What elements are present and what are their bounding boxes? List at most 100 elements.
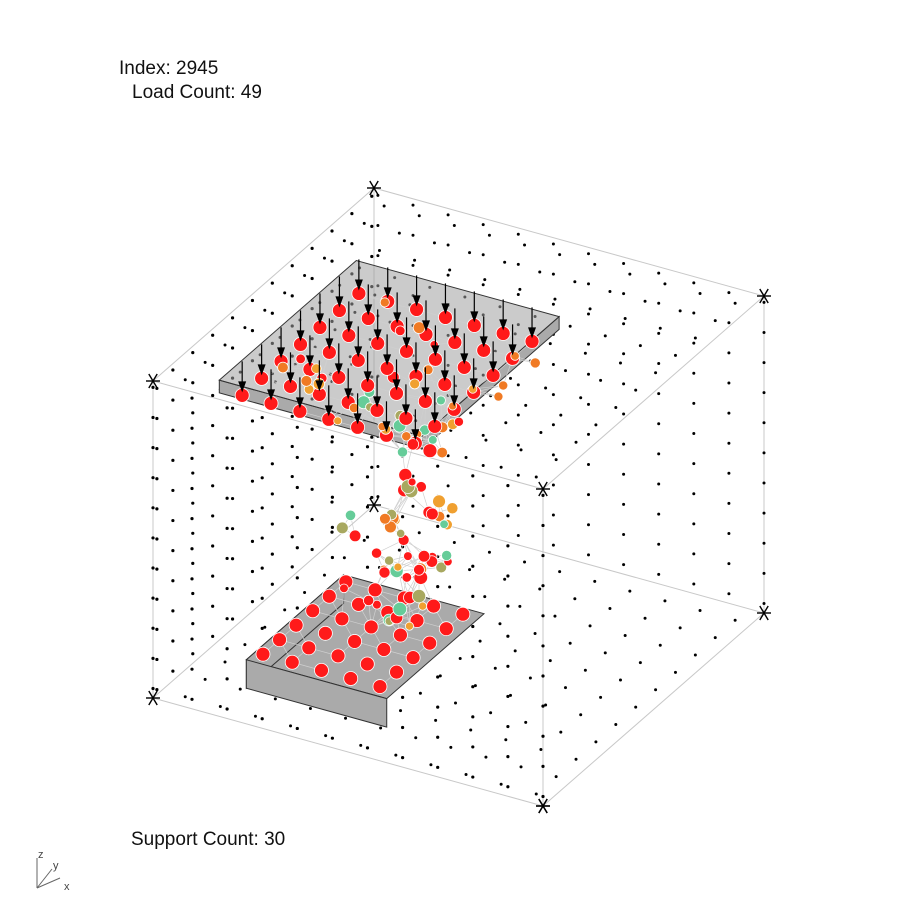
grid-point <box>481 524 485 528</box>
grid-point <box>225 466 229 470</box>
truss-node <box>272 632 287 648</box>
bounding-box-edge <box>373 187 765 297</box>
grid-point <box>295 576 299 580</box>
down-arrow-icon <box>324 405 333 417</box>
index-label: Index: 2945 <box>119 58 219 79</box>
grid-point <box>481 494 485 498</box>
truss-node <box>378 566 391 579</box>
truss-node <box>379 297 390 308</box>
grid-point <box>230 617 235 621</box>
grid-point <box>551 513 555 517</box>
grid-point <box>484 438 488 442</box>
grid-point <box>471 654 475 659</box>
grid-point <box>436 765 440 769</box>
grid-point <box>370 435 374 439</box>
grid-point <box>481 403 485 407</box>
grid-point <box>260 566 264 570</box>
truss-node <box>376 642 392 657</box>
down-arrow-icon <box>286 372 295 384</box>
grid-point <box>506 634 510 638</box>
grid-point <box>230 406 235 410</box>
truss-node <box>439 519 449 529</box>
grid-point <box>376 224 380 228</box>
grid-point <box>698 292 702 296</box>
grid-point <box>151 506 155 510</box>
grid-point <box>382 204 386 208</box>
down-arrow-icon <box>373 396 382 408</box>
grid-point <box>155 507 159 511</box>
truss-node <box>393 627 408 643</box>
grid-point <box>541 704 545 708</box>
down-arrow-icon <box>412 295 421 307</box>
bounding-box-edge <box>542 612 765 807</box>
grid-point <box>593 262 597 266</box>
grid-point <box>498 622 502 626</box>
truss-node <box>432 494 446 509</box>
grid-point <box>151 476 155 480</box>
grid-point <box>468 568 472 572</box>
down-arrow-icon <box>430 412 439 424</box>
grid-point <box>446 243 450 247</box>
truss-node <box>384 555 395 566</box>
grid-point <box>506 514 510 518</box>
truss-node <box>288 617 304 633</box>
grid-point <box>376 495 380 499</box>
grid-point <box>534 475 538 479</box>
grid-point <box>678 626 682 630</box>
grid-point <box>191 622 195 626</box>
grid-point <box>471 594 475 598</box>
grid-point <box>295 516 299 520</box>
grid-point <box>657 422 661 426</box>
grid-point <box>155 416 159 421</box>
grid-point <box>554 775 558 779</box>
grid-point <box>551 272 555 276</box>
grid-point <box>553 614 557 618</box>
grid-point <box>524 403 528 407</box>
down-arrow-icon <box>315 313 324 325</box>
axis-x-label: x <box>64 881 70 893</box>
down-arrow-icon <box>479 336 488 348</box>
grid-point <box>411 504 415 508</box>
down-arrow-icon <box>335 296 344 308</box>
grid-point <box>155 477 159 481</box>
grid-point <box>350 483 354 487</box>
grid-point <box>218 704 222 708</box>
grid-point <box>727 351 731 355</box>
grid-point <box>250 298 255 303</box>
grid-point <box>436 675 440 679</box>
grid-point <box>523 243 527 247</box>
grid-point <box>211 423 215 428</box>
down-arrow-icon <box>450 395 459 407</box>
grid-point <box>487 233 491 237</box>
grid-point <box>225 406 229 410</box>
grid-point <box>270 462 274 466</box>
down-arrow-icon <box>334 363 343 375</box>
grid-point <box>362 221 366 225</box>
grid-point <box>225 677 229 681</box>
bounding-box <box>152 187 765 807</box>
grid-point <box>516 473 520 477</box>
grid-point <box>330 259 334 263</box>
grid-point <box>499 782 503 786</box>
grid-point <box>762 601 766 605</box>
grid-point <box>516 232 520 236</box>
down-arrow-icon <box>460 353 469 365</box>
down-arrow-icon <box>354 346 363 358</box>
grid-point <box>190 486 194 491</box>
grid-point <box>290 294 294 298</box>
grid-point <box>365 475 370 479</box>
grid-point <box>471 534 475 538</box>
truss-node <box>321 588 337 604</box>
grid-point <box>509 376 512 380</box>
truss-node <box>448 401 458 411</box>
grid-point <box>513 649 517 653</box>
grid-point <box>471 745 475 749</box>
grid-point <box>471 474 475 478</box>
grid-point <box>238 687 242 691</box>
grid-point <box>295 726 299 731</box>
grid-point <box>516 443 520 447</box>
grid-point <box>330 229 334 233</box>
grid-point <box>260 717 264 721</box>
grid-point <box>587 342 590 346</box>
grid-point <box>733 618 737 622</box>
